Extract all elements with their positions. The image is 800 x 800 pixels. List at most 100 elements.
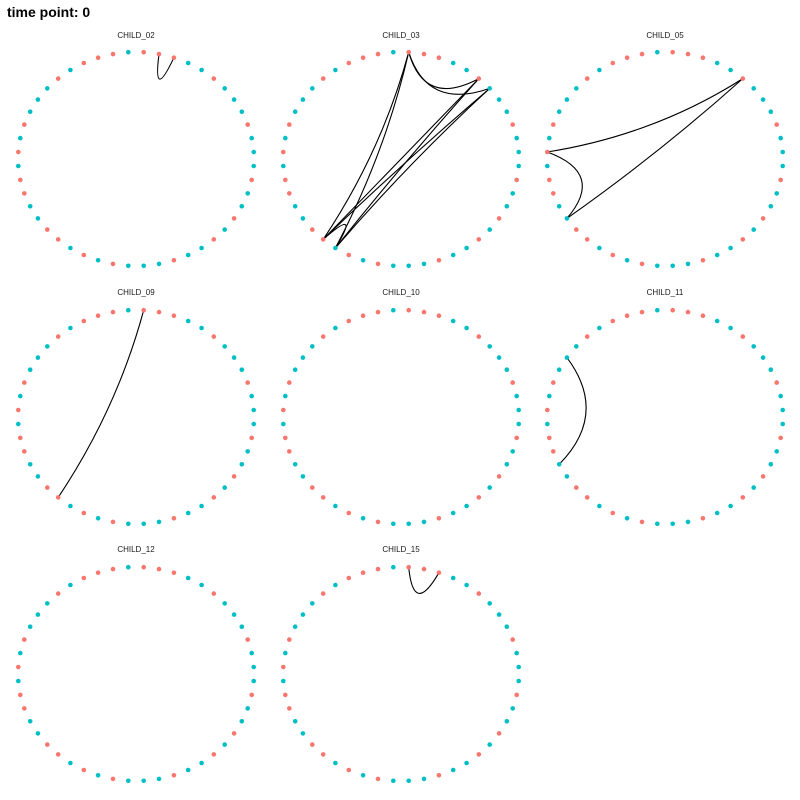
node-point <box>185 318 191 324</box>
node-point <box>126 521 131 527</box>
node-point <box>310 601 315 606</box>
node-point <box>547 393 552 399</box>
node-point <box>700 258 706 263</box>
node-point <box>45 601 50 606</box>
node-point <box>774 122 779 127</box>
node-point <box>222 227 227 232</box>
node-point <box>496 97 502 102</box>
node-point <box>510 449 515 454</box>
node-point <box>287 637 292 642</box>
facet-title: CHILD_05 <box>646 31 684 40</box>
node-point <box>81 767 87 773</box>
node-point <box>464 245 469 251</box>
node-point <box>751 485 756 490</box>
node-point <box>81 252 87 258</box>
facet-panel-child_02: CHILD_02 <box>15 31 256 269</box>
node-point <box>504 109 510 114</box>
node-point <box>45 86 50 91</box>
node-point <box>110 519 116 525</box>
node-point <box>728 67 733 73</box>
facet-panel-child_03: CHILD_03 <box>281 31 521 269</box>
node-point <box>346 767 352 773</box>
node-point <box>504 624 510 629</box>
node-point <box>68 582 73 588</box>
node-point <box>141 263 146 269</box>
node-point <box>564 216 570 221</box>
node-point <box>514 435 519 441</box>
node-point <box>22 380 27 385</box>
node-point <box>639 519 645 525</box>
node-point <box>406 307 412 313</box>
node-point <box>27 719 33 724</box>
node-point <box>22 122 27 127</box>
node-point <box>249 135 254 141</box>
edge <box>157 54 175 80</box>
node-point <box>333 582 338 588</box>
node-point <box>655 263 660 269</box>
node-point <box>141 307 146 313</box>
node-point <box>476 76 482 81</box>
edge <box>334 52 410 249</box>
node-point <box>281 664 286 670</box>
node-point <box>287 449 292 454</box>
node-point <box>740 495 746 500</box>
node-point <box>610 510 616 516</box>
node-point <box>670 307 675 313</box>
node-point <box>514 177 519 183</box>
node-point <box>450 510 456 516</box>
facet-title: CHILD_02 <box>117 31 155 40</box>
node-point <box>774 191 779 196</box>
node-point <box>156 309 162 315</box>
node-point <box>35 355 41 360</box>
node-point <box>778 435 783 441</box>
node-point <box>310 86 315 91</box>
node-point <box>391 307 396 313</box>
node-point <box>556 367 562 373</box>
node-point <box>375 261 381 267</box>
node-point <box>222 485 227 490</box>
node-point <box>199 325 204 331</box>
edge <box>408 52 490 95</box>
node-point <box>18 177 23 183</box>
node-point <box>126 564 131 570</box>
node-point <box>239 109 245 114</box>
node-point <box>281 407 286 413</box>
node-point <box>436 773 442 778</box>
node-point <box>35 474 41 479</box>
node-point <box>287 191 292 196</box>
node-point <box>222 742 227 747</box>
edge <box>322 223 347 249</box>
node-point <box>464 582 469 588</box>
node-point <box>487 601 493 606</box>
node-point <box>516 664 521 670</box>
node-point <box>249 692 254 698</box>
node-point <box>171 773 177 778</box>
node-point <box>141 49 146 55</box>
node-point <box>780 149 785 155</box>
node-point <box>464 67 469 73</box>
node-point <box>450 318 456 324</box>
node-point <box>574 485 579 490</box>
node-point <box>287 706 292 711</box>
node-point <box>45 344 50 349</box>
node-point <box>510 706 515 711</box>
node-point <box>35 612 41 617</box>
node-point <box>610 318 616 324</box>
node-point <box>68 760 73 766</box>
node-point <box>670 49 675 55</box>
node-point <box>171 55 177 60</box>
node-point <box>436 55 442 60</box>
node-point <box>685 51 691 57</box>
node-point <box>231 474 237 479</box>
node-point <box>740 76 746 81</box>
node-point <box>211 591 217 596</box>
node-point <box>55 76 61 81</box>
node-point <box>333 503 338 509</box>
node-point <box>333 325 338 331</box>
node-point <box>487 227 493 232</box>
node-point <box>292 719 298 724</box>
node-point <box>464 325 469 331</box>
node-point <box>545 163 550 169</box>
node-point <box>551 449 556 454</box>
node-point <box>310 227 315 232</box>
